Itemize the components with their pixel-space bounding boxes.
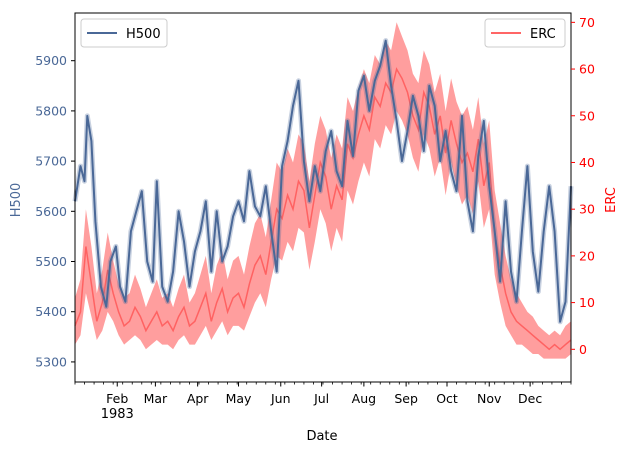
y-right-tick-label: 70 xyxy=(579,15,595,30)
x-tick-label: Jul xyxy=(313,391,329,406)
y-left-tick-label: 5800 xyxy=(35,103,67,118)
legend-erc-box xyxy=(484,18,566,48)
y-left-tick-label: 5500 xyxy=(35,254,67,269)
legend-h500-box xyxy=(80,18,168,48)
x-tick-label: Nov xyxy=(477,391,502,406)
y-left-tick-label: 5700 xyxy=(35,154,67,169)
y-left-tick-label: 5900 xyxy=(35,53,67,68)
legend-erc: ERC xyxy=(484,18,566,48)
x-axis-year-label: 1983 xyxy=(101,407,134,422)
y-left-tick-label: 5400 xyxy=(35,304,67,319)
h500-series-layer xyxy=(72,38,574,325)
y-axis-right-label: ERC xyxy=(604,187,619,213)
h500-series-line xyxy=(74,39,572,323)
legend-h500-label: H500 xyxy=(126,27,161,42)
erc-series-layer xyxy=(74,22,572,359)
legend-erc-label: ERC xyxy=(530,27,556,42)
y-left-tick-label: 5300 xyxy=(35,354,67,369)
y-axis-left-label: H500 xyxy=(9,183,24,218)
x-tick-label: May xyxy=(226,391,252,406)
y-right-tick-label: 0 xyxy=(579,342,587,357)
axes-layer: 5300 5400 5500 5600 5700 5800 5900 0 10 20 30 40 50 6… xyxy=(35,15,595,406)
x-axis-label: Date xyxy=(306,429,337,444)
erc-range-band xyxy=(75,22,571,359)
x-tick-label: Oct xyxy=(436,391,458,406)
x-tick-label: Jun xyxy=(270,391,291,406)
y-right-tick-label: 20 xyxy=(579,248,595,263)
legend-h500: H500 xyxy=(80,18,168,48)
y-right-tick-label: 60 xyxy=(579,62,595,77)
y-right-tick-label: 40 xyxy=(579,155,595,170)
y-right-tick-label: 10 xyxy=(579,295,595,310)
x-tick-label: Dec xyxy=(518,391,542,406)
y-right-tick-label: 30 xyxy=(579,202,595,217)
x-tick-label: Feb xyxy=(106,391,128,406)
x-tick-label: Sep xyxy=(394,391,418,406)
x-tick-label: Mar xyxy=(144,391,168,406)
y-right-tick-label: 50 xyxy=(579,108,595,123)
y-left-tick-label: 5600 xyxy=(35,204,67,219)
x-tick-label: Aug xyxy=(352,391,376,406)
x-tick-label: Apr xyxy=(187,391,209,406)
